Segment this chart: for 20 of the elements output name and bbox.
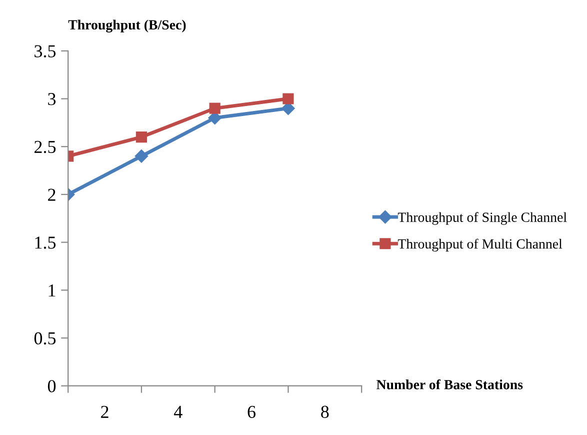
x-tick-label: 2	[101, 406, 108, 418]
legend-label: Throughput of Single Channel	[398, 212, 567, 225]
y-tick-label: 0	[48, 380, 56, 392]
y-tick-label: 3.5	[34, 45, 56, 58]
x-tick-label: 8	[321, 406, 329, 418]
y-tick-label: 1.5	[35, 236, 56, 249]
y-tick-label: 0.5	[34, 332, 56, 345]
legend-label: Throughput of Multi Channel	[398, 238, 562, 252]
point	[136, 131, 148, 143]
y-tick-label: 2.5	[34, 140, 56, 154]
y-tick-label: 2	[48, 188, 56, 201]
x-axis-title: Number of Base Stations	[376, 379, 523, 390]
x-tick-label: 4	[174, 406, 182, 418]
point	[209, 102, 220, 114]
point	[282, 93, 294, 104]
y-tick-label: 3	[48, 93, 56, 106]
x-tick-label: 6	[248, 406, 256, 418]
y-axis-title: Throughput (B/Sec)	[68, 20, 186, 32]
y-tick-label: 1	[48, 284, 56, 296]
point	[134, 150, 148, 163]
